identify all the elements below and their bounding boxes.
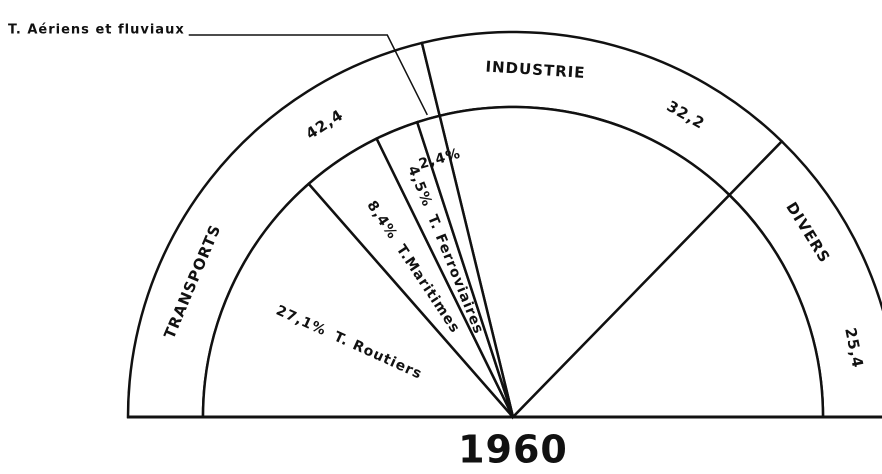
chart-title: 1960 — [458, 428, 568, 472]
callout-label: T. Aériens et fluviaux — [8, 23, 185, 38]
inner-sector — [438, 105, 732, 420]
wedge — [415, 114, 515, 418]
wedge — [201, 182, 516, 419]
leader-line — [188, 34, 428, 116]
inner-sector — [510, 193, 825, 419]
